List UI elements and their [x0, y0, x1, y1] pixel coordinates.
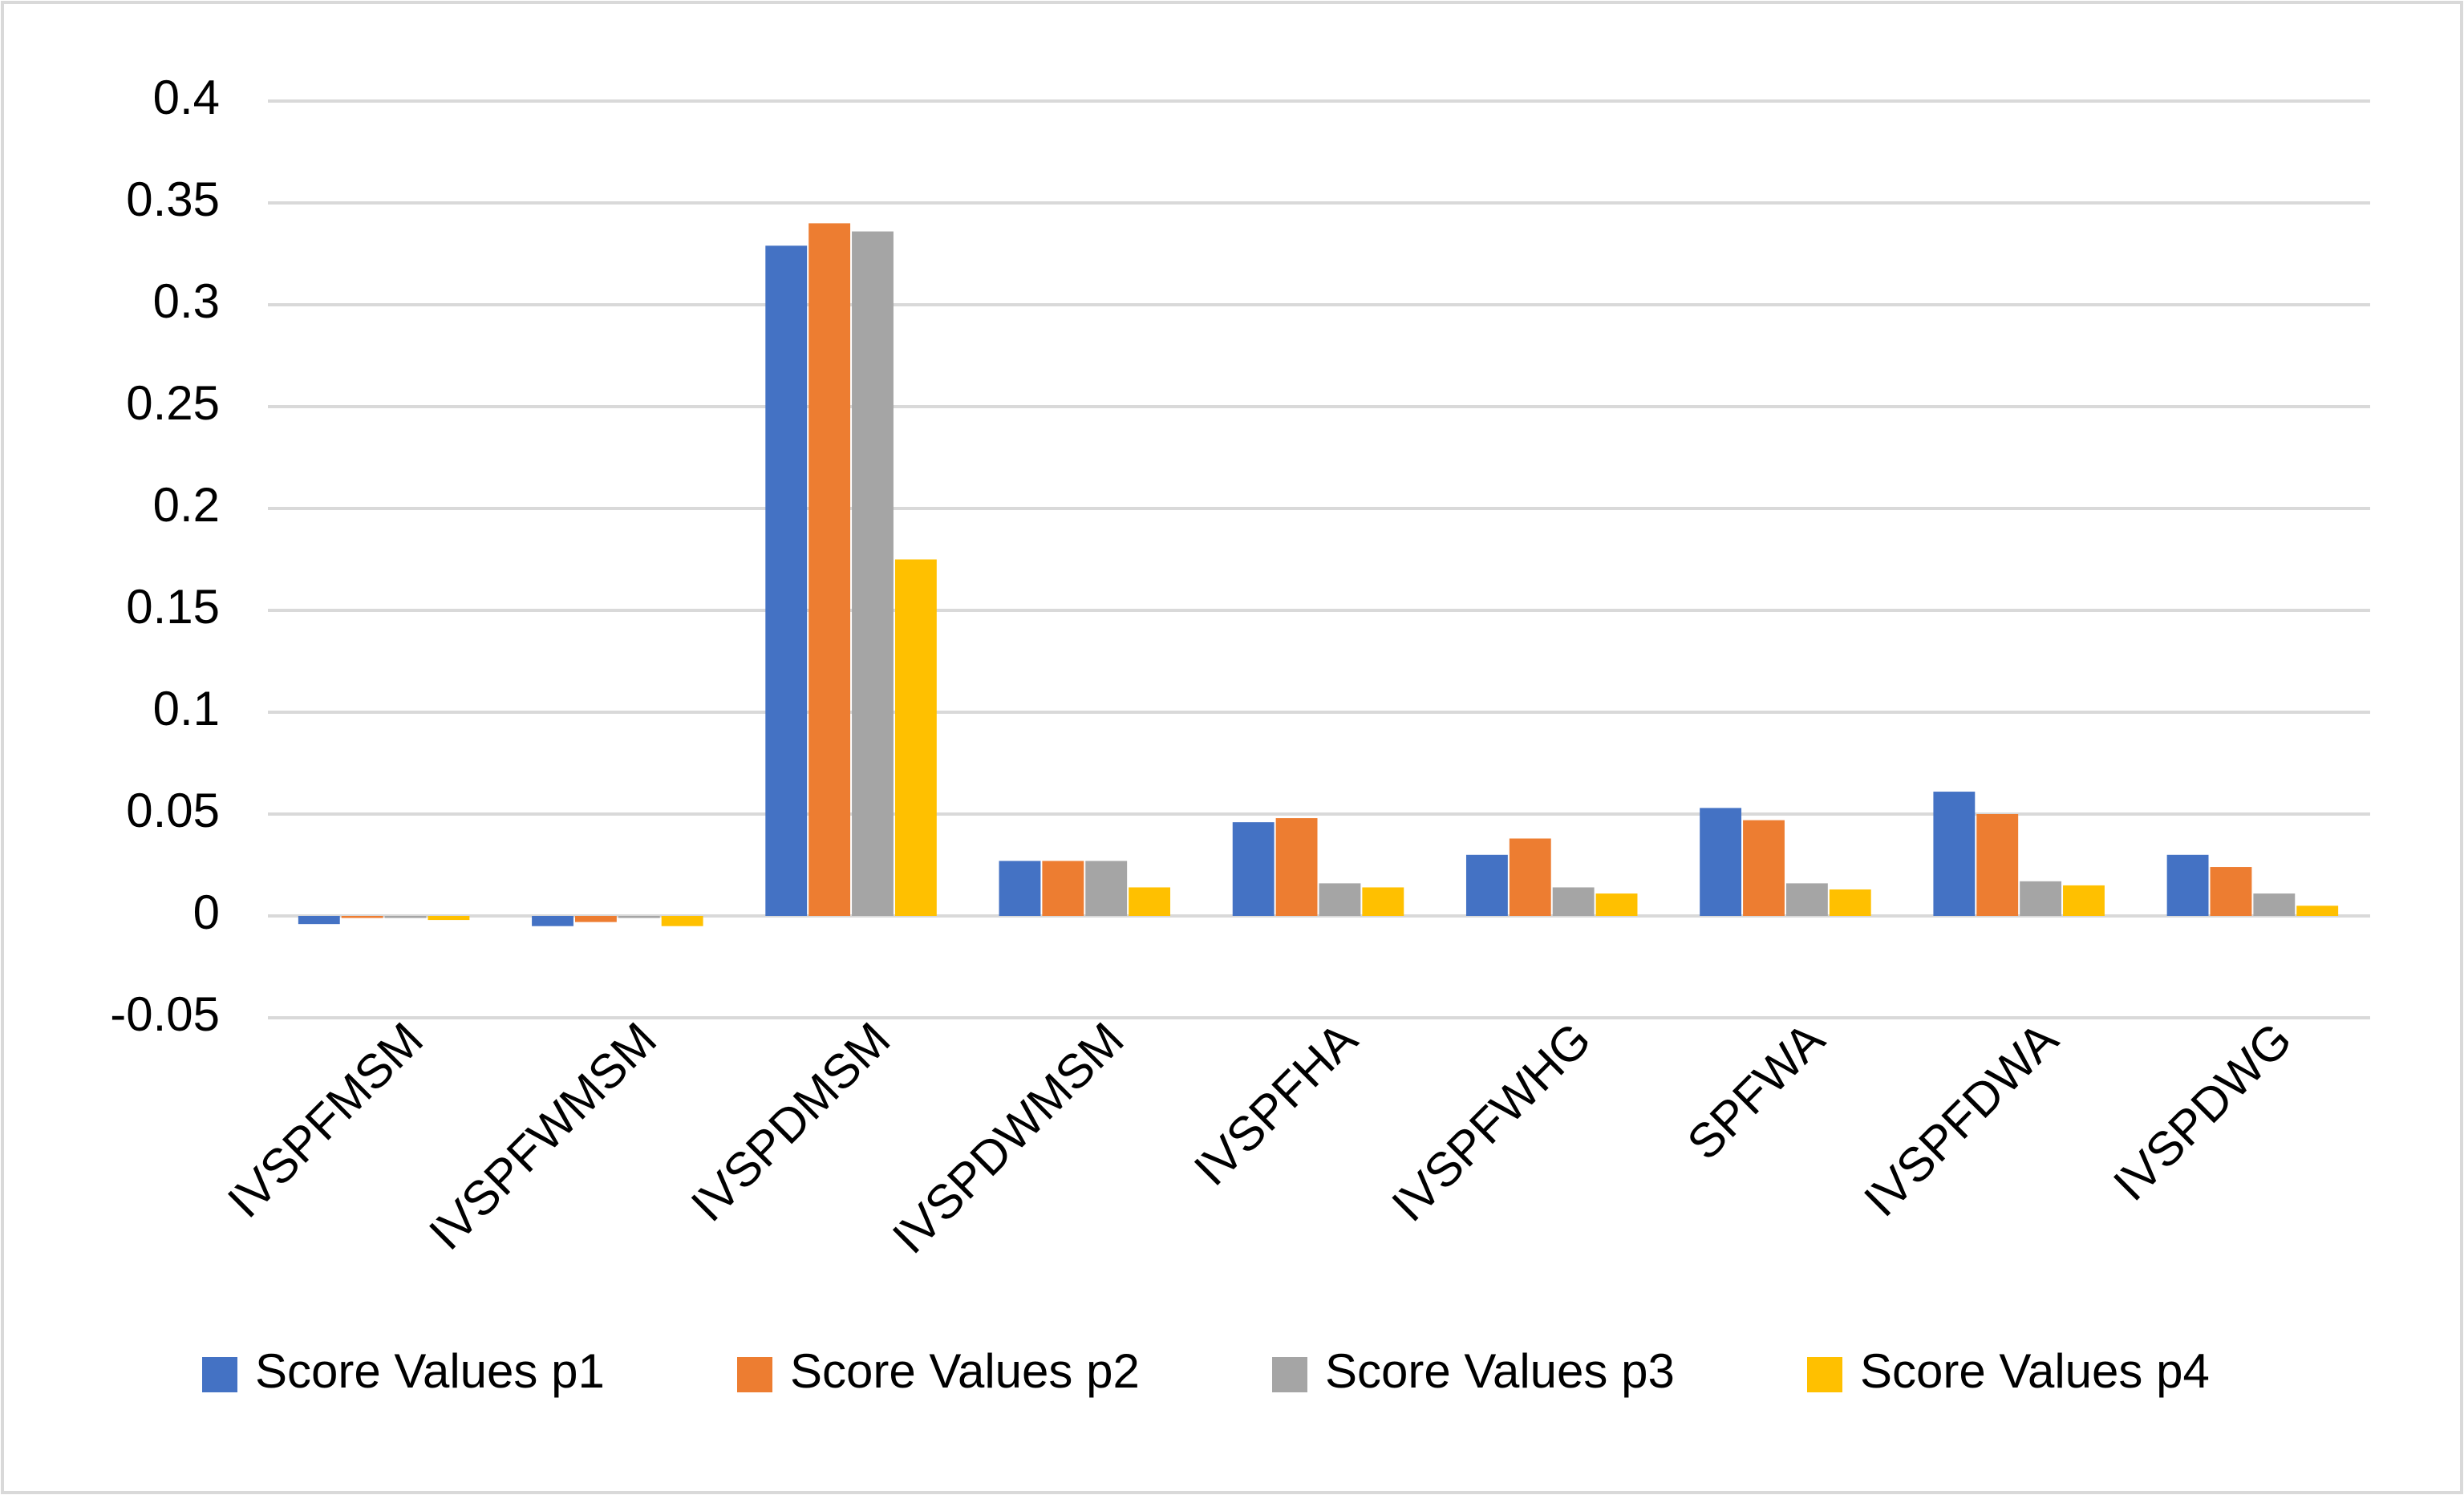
bar [1509, 838, 1551, 916]
bar [661, 916, 703, 926]
y-tick-label: 0.1 [153, 682, 220, 735]
bar [1700, 808, 1742, 916]
bar [1595, 893, 1638, 916]
y-tick-label: 0.25 [126, 376, 220, 430]
legend-swatch [202, 1357, 237, 1392]
bar [2296, 906, 2339, 916]
y-tick-label: 0.3 [153, 274, 220, 328]
bar [1743, 820, 1785, 916]
bar [1785, 883, 1828, 916]
bar [1232, 822, 1275, 916]
bar [1552, 887, 1595, 916]
bar [1129, 887, 1171, 916]
y-tick-label: 0.4 [153, 71, 220, 124]
y-tick-label: 0.05 [126, 784, 220, 837]
bar [852, 231, 894, 916]
y-tick-label: 0.2 [153, 478, 220, 532]
bar [1275, 818, 1318, 916]
bar [765, 245, 808, 917]
bar [999, 861, 1041, 916]
y-tick-label: 0.15 [126, 580, 220, 634]
bar [1829, 889, 1871, 916]
y-tick-label: 0 [193, 885, 220, 939]
bar [1933, 792, 1976, 916]
bar [2253, 893, 2296, 916]
bar [1976, 814, 2019, 916]
bar [1085, 861, 1128, 916]
bar [532, 916, 573, 926]
bar [341, 916, 383, 918]
legend-swatch [737, 1357, 772, 1392]
bar [384, 916, 427, 918]
bar [1465, 854, 1508, 916]
bar [2020, 881, 2062, 916]
bar [1362, 887, 1404, 916]
y-tick-label: -0.05 [110, 987, 220, 1041]
bar [428, 916, 470, 921]
bar [894, 559, 937, 916]
legend-swatch [1272, 1357, 1307, 1392]
bar [2210, 867, 2252, 916]
legend-label: Score Values p3 [1325, 1344, 1675, 1398]
bar [808, 223, 851, 916]
legend-label: Score Values p2 [790, 1344, 1140, 1398]
bar [2063, 885, 2105, 916]
bar [298, 916, 340, 925]
bar [618, 916, 660, 918]
legend-label: Score Values p1 [255, 1344, 605, 1398]
legend-swatch [1807, 1357, 1842, 1392]
legend-label: Score Values p4 [1860, 1344, 2210, 1398]
bar [574, 916, 617, 922]
y-tick-label: 0.35 [126, 172, 220, 226]
bar [2166, 854, 2209, 916]
bar [1319, 883, 1361, 916]
bar [1042, 861, 1084, 916]
